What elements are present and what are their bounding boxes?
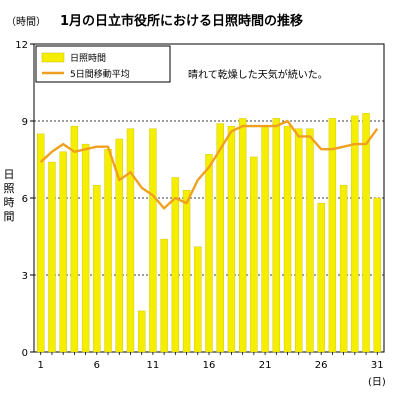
bar xyxy=(93,184,101,353)
moving-average-series xyxy=(39,119,379,210)
bar xyxy=(59,151,67,353)
x-axis-ticks: 1 6 11 16 21 26 31 xyxy=(38,352,384,371)
legend-label-bar: 日照時間 xyxy=(70,53,106,64)
x-tick-label: 21 xyxy=(259,360,272,371)
bar xyxy=(317,202,325,353)
bar xyxy=(160,238,168,353)
bar xyxy=(216,123,224,353)
bar xyxy=(328,118,337,353)
x-tick-label: 26 xyxy=(315,360,328,371)
x-tick-label: 1 xyxy=(38,360,44,371)
bar-series xyxy=(37,113,381,353)
bar xyxy=(373,197,381,353)
legend: 日照時間 5日間移動平均 xyxy=(35,45,171,83)
legend-label-line: 5日間移動平均 xyxy=(70,68,130,80)
bar xyxy=(272,118,280,353)
bar xyxy=(306,128,314,353)
bar xyxy=(37,133,45,353)
y-tick-label: 3 xyxy=(22,271,28,282)
bar xyxy=(126,128,135,353)
bar xyxy=(104,149,112,353)
y-axis-ticks: 0 3 6 9 12 xyxy=(15,40,34,359)
bar xyxy=(138,310,146,353)
bar xyxy=(283,125,292,353)
bar xyxy=(351,115,359,353)
y-axis-title-char: 間 xyxy=(4,210,15,223)
x-tick-label: 16 xyxy=(203,360,216,371)
bar xyxy=(149,128,157,353)
annotation-text: 晴れて乾燥した天気が続いた。 xyxy=(188,68,328,81)
bar xyxy=(250,156,258,353)
x-axis-unit: (日) xyxy=(368,377,386,388)
chart-title-unit: （時間） xyxy=(6,16,46,28)
x-tick-label: 6 xyxy=(94,360,100,371)
y-tick-label: 9 xyxy=(22,117,28,128)
chart-title: 1月の日立市役所における日照時間の推移 xyxy=(60,13,303,29)
y-tick-label: 6 xyxy=(22,194,28,205)
legend-swatch-bar xyxy=(41,52,65,63)
x-tick-label: 31 xyxy=(371,360,384,371)
moving-average-line xyxy=(39,119,379,210)
y-tick-label: 12 xyxy=(15,40,28,51)
y-axis-title-char: 時 xyxy=(4,196,15,209)
bar xyxy=(362,113,370,353)
bar xyxy=(205,154,213,353)
bar xyxy=(261,125,269,353)
bar xyxy=(227,125,236,353)
y-axis-title-char: 照 xyxy=(4,182,15,195)
bar xyxy=(238,118,247,353)
bar xyxy=(295,128,303,353)
y-tick-label: 0 xyxy=(22,348,28,359)
bar xyxy=(48,161,56,353)
y-axis-title-char: 日 xyxy=(4,168,15,181)
bar xyxy=(81,143,90,353)
y-axis-title: 日照時間 xyxy=(4,168,15,223)
bar xyxy=(339,184,348,353)
bar xyxy=(194,246,202,353)
legend-box xyxy=(35,45,171,83)
x-tick-label: 11 xyxy=(147,360,160,371)
bar xyxy=(70,125,79,353)
bar xyxy=(171,177,180,353)
bar xyxy=(182,190,191,353)
